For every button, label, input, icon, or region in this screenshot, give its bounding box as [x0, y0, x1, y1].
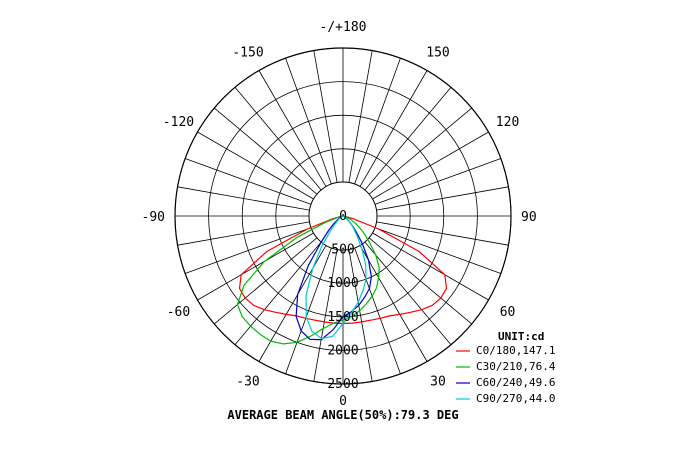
legend-title: UNIT:cd: [498, 330, 544, 343]
radial-label-outer-0: 0: [339, 394, 347, 409]
angle-label--90: -90: [142, 210, 165, 225]
grid-outer-ring: [174, 47, 512, 385]
legend-label-1: C0/180,147.1: [476, 344, 555, 357]
radial-label-2000: 2000: [327, 343, 358, 358]
angle-label--120: -120: [163, 115, 194, 130]
angle-labels: -150 -/+180 150 -120 120 -90 90 -60 60 -30 30: [142, 20, 537, 390]
angle-label--30: -30: [236, 375, 259, 390]
legend-label-4: C90/270,44.0: [476, 392, 555, 405]
series-line-4: [305, 215, 367, 340]
series-line-2: [236, 215, 380, 345]
radial-label-2500: 2500: [327, 377, 358, 392]
angle-label-30: 30: [430, 375, 446, 390]
series-group: [236, 215, 448, 345]
angle-label--150: -150: [232, 45, 263, 60]
radial-label-1000: 1000: [327, 276, 358, 291]
angle-label-180: -/+180: [320, 20, 367, 35]
radial-label-500: 500: [331, 243, 354, 258]
legend: UNIT:cd C0/180,147.1 C30/210,76.4 C60/240,…: [456, 330, 556, 405]
radial-labels: 0 500 1000 1500 2000 2500 0: [327, 209, 358, 409]
angle-label--60: -60: [167, 305, 190, 320]
legend-label-3: C60/240,49.6: [476, 376, 555, 389]
footer-beam-angle: AVERAGE BEAM ANGLE(50%):79.3 DEG: [227, 408, 458, 422]
angle-label-90: 90: [521, 210, 537, 225]
polar-grid: [174, 47, 512, 385]
radial-label-1500: 1500: [327, 310, 358, 325]
grid-ring-2000: [208, 81, 478, 351]
angle-label-120: 120: [496, 115, 519, 130]
grid-ring-1000: [275, 148, 411, 284]
radial-label-0: 0: [339, 209, 347, 224]
angle-label-60: 60: [500, 305, 516, 320]
angle-label-150: 150: [426, 45, 449, 60]
legend-label-2: C30/210,76.4: [476, 360, 556, 373]
